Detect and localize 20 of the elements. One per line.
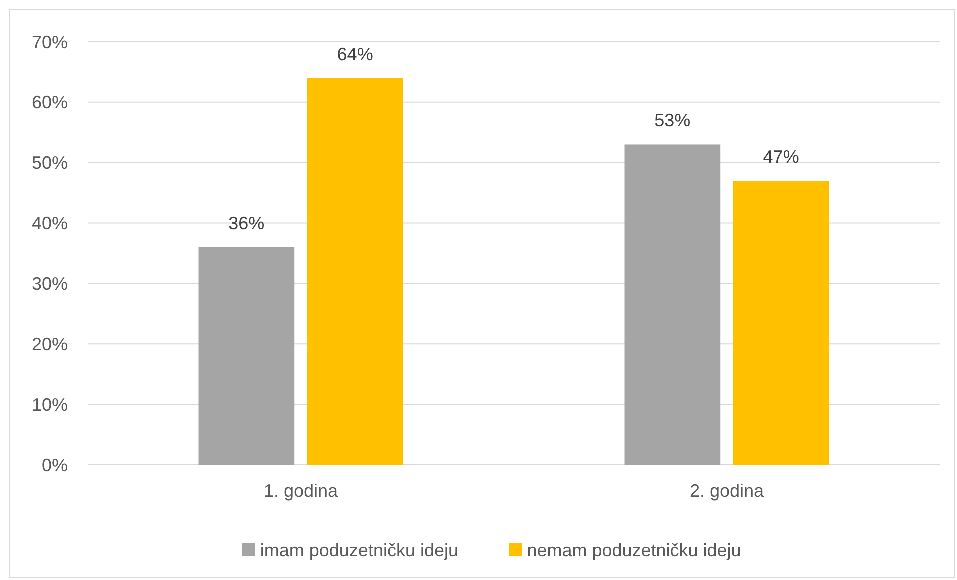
bar	[624, 144, 721, 465]
y-tick-label: 50%	[32, 153, 68, 174]
bar	[733, 180, 830, 465]
legend-label: nemam poduzetničku ideju	[527, 540, 742, 560]
bar	[198, 247, 295, 465]
data-label: 36%	[228, 213, 265, 234]
legend-label: imam poduzetničku ideju	[260, 540, 459, 560]
y-tick-label: 60%	[32, 92, 68, 113]
data-label: 47%	[763, 146, 800, 167]
y-tick-label: 20%	[32, 334, 68, 354]
y-tick-label: 30%	[32, 274, 68, 294]
y-tick-label: 10%	[32, 394, 68, 415]
x-tick-label: 1. godina	[264, 481, 340, 501]
bar	[307, 78, 404, 465]
y-tick-label: 40%	[32, 214, 68, 234]
data-label: 53%	[654, 110, 691, 131]
y-tick-label: 70%	[32, 32, 68, 52]
data-label: 64%	[337, 44, 374, 64]
y-tick-label: 0%	[42, 455, 68, 476]
x-tick-label: 2. godina	[690, 481, 766, 501]
